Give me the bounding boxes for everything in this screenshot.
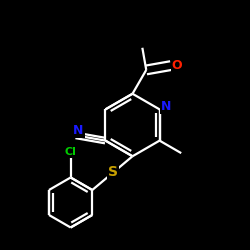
Text: O: O: [172, 59, 182, 72]
Text: S: S: [108, 165, 118, 179]
Text: N: N: [73, 124, 84, 137]
Text: N: N: [161, 100, 171, 114]
Text: Cl: Cl: [65, 148, 76, 158]
